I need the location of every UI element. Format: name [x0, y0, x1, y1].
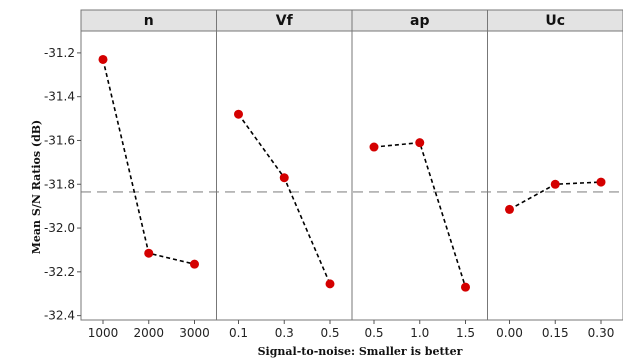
data-point: [98, 54, 108, 64]
data-point: [144, 248, 154, 258]
panel-header-label: ap: [410, 13, 429, 29]
data-point: [234, 109, 243, 119]
y-axis-title: Mean S/N Ratios (dB): [30, 120, 43, 255]
x-tick-label: 1000: [88, 326, 119, 340]
x-tick-label: 1.0: [410, 326, 429, 340]
x-tick-label: 0.15: [542, 326, 569, 340]
x-tick-label: 2000: [133, 326, 164, 340]
data-point: [505, 204, 514, 214]
panel-frame: [351, 30, 488, 321]
panel-header-label: n: [144, 13, 154, 29]
panel-n: n 1000 2000 3000: [80, 9, 217, 340]
y-tick-label: -32.0: [44, 221, 75, 235]
x-tick-label: 3000: [179, 326, 210, 340]
data-point: [461, 282, 470, 292]
x-tick-label: 0.1: [229, 326, 248, 340]
x-tick-label: 0.00: [496, 326, 523, 340]
panel-frame: [80, 30, 217, 321]
y-tick-label: -32.2: [44, 265, 75, 279]
y-tick-label: -31.6: [44, 133, 75, 147]
panel-uc: Uc 0.00 0.15 0.30: [487, 9, 623, 340]
x-tick-label: 1.5: [456, 326, 475, 340]
data-point: [415, 138, 425, 148]
data-point: [550, 179, 560, 189]
data-point: [596, 177, 606, 187]
panel-frame: [487, 30, 623, 321]
series-line: [237, 113, 331, 285]
x-tick-label: 0.5: [364, 326, 383, 340]
panel-vf: Vf 0.1 0.3 0.5: [216, 9, 353, 340]
panels-layer: n 1000 2000 3000 Vf 0.1 0.3 0.5 ap 0.5 1.0 1.5 Uc 0.0…: [80, 9, 623, 340]
data-point: [369, 142, 379, 152]
data-point: [325, 279, 335, 289]
y-tick-label: -31.4: [44, 90, 75, 104]
series-line: [373, 141, 467, 288]
y-axis: -31.2 -31.4 -31.6 -31.8 -32.0 -32.2 -32.4: [44, 46, 81, 323]
panel-header-label: Uc: [545, 13, 565, 29]
x-tick-label: 0.30: [588, 326, 615, 340]
x-axis-title: Signal-to-noise: Smaller is better: [258, 345, 463, 358]
x-tick-label: 0.5: [320, 326, 339, 340]
panel-ap: ap 0.5 1.0 1.5: [351, 9, 488, 340]
y-tick-label: -31.2: [44, 46, 75, 60]
panel-header-label: Vf: [276, 13, 294, 29]
data-point: [190, 259, 199, 269]
y-tick-label: -31.8: [44, 177, 75, 191]
y-tick-label: -32.4: [44, 309, 75, 323]
x-tick-label: 0.3: [275, 326, 294, 340]
data-point: [279, 173, 289, 183]
series-line: [102, 59, 195, 265]
